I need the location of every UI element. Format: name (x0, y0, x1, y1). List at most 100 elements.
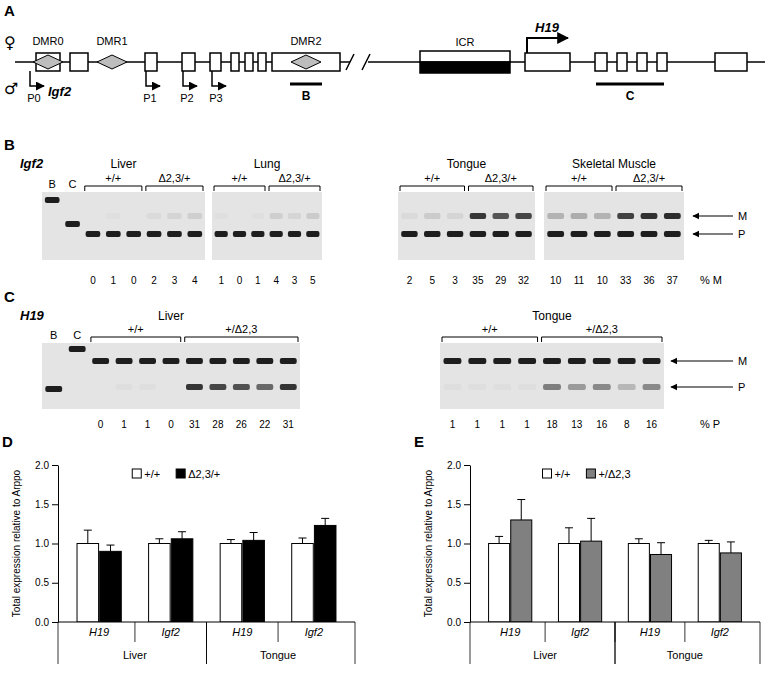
percent-label: 16 (646, 419, 658, 430)
y-tick: 0.5 (447, 577, 470, 588)
percent-label: 0 (98, 419, 104, 430)
category-separator (684, 622, 685, 642)
gel-band (401, 231, 417, 237)
gel-band (92, 384, 109, 390)
group-separator (470, 622, 471, 664)
gel-band (251, 213, 264, 219)
y-tick-label: 1.5 (35, 499, 49, 510)
gel-band (233, 231, 246, 237)
bar (581, 541, 602, 622)
bar-chart: 0.00.51.01.52.0H19Igf2H19Igf2LiverTongue… (2, 433, 355, 664)
gel-band (543, 384, 561, 390)
gel-band (186, 384, 203, 390)
percent-label: 10 (597, 275, 609, 286)
gel-band (306, 213, 319, 219)
error-bar-cap (657, 542, 665, 543)
percent-label: 35 (472, 275, 484, 286)
y-tick: 1.5 (447, 499, 470, 510)
y-axis: 0.00.51.01.52.0 (35, 460, 58, 628)
error-bar (84, 530, 92, 543)
gel-band (470, 231, 486, 237)
gel-band (594, 231, 611, 237)
error-bar (517, 500, 525, 520)
promoter-label: P2 (180, 92, 193, 104)
gel-band (543, 358, 561, 364)
gel-band (468, 358, 486, 364)
group-separator (58, 622, 59, 664)
promoter-label: P3 (209, 92, 222, 104)
y-tick-mark (52, 622, 58, 623)
error-bar-stem (591, 518, 592, 541)
group-bracket (91, 337, 181, 342)
gel-band (147, 213, 162, 219)
legend-swatch (176, 469, 185, 478)
error-bar (178, 532, 186, 539)
y-tick-label: 1.0 (35, 538, 49, 549)
panel-label: D (2, 433, 13, 450)
gel-band (92, 358, 109, 364)
control-label: C (73, 329, 81, 341)
gel-band (424, 231, 440, 237)
promoter-arrow (30, 71, 44, 86)
percent-label: 10 (550, 275, 562, 286)
gel-band (187, 231, 202, 237)
legend-label: Δ2,3/+ (188, 468, 220, 480)
legend: +/+Δ2,3/+ (132, 468, 220, 480)
dmr-diamond (33, 55, 63, 69)
error-bar (495, 536, 503, 543)
gel-band (186, 358, 203, 364)
gel-band (65, 221, 80, 227)
y-tick: 0.5 (35, 577, 58, 588)
y-tick-mark (52, 465, 58, 466)
gel-band (126, 213, 141, 219)
exon (525, 53, 570, 71)
exon (245, 53, 253, 71)
error-bar-cap (84, 530, 92, 531)
gel-band (618, 384, 636, 390)
probe-bar (596, 83, 664, 86)
gel-band (664, 231, 681, 237)
gel-band (45, 197, 60, 203)
error-bar-cap (227, 539, 235, 540)
group-label: Δ2,3/+ (633, 172, 665, 184)
gel-band (256, 358, 273, 364)
gel-band (568, 384, 586, 390)
gel-band (547, 213, 564, 219)
group-bracket (616, 186, 682, 191)
gel-band (167, 231, 182, 237)
error-bar (705, 540, 713, 543)
group-label: Δ2,3/+ (278, 172, 310, 184)
control-label: B (49, 178, 56, 190)
percent-label: 1 (145, 419, 151, 430)
y-tick: 1.0 (35, 538, 58, 549)
bar (489, 544, 510, 623)
gel-band (617, 213, 634, 219)
percent-label: 26 (236, 419, 248, 430)
category-separator (545, 622, 546, 642)
percent-label: 5 (310, 275, 316, 286)
band-label: M (738, 210, 747, 222)
tissue-label: Skeletal Muscle (572, 157, 656, 171)
group-label: +/+ (128, 323, 144, 335)
bar (243, 540, 265, 622)
gel-background (544, 192, 684, 260)
tissue-label: Lung (254, 157, 281, 171)
percent-label: 11 (574, 275, 585, 286)
plot-area (489, 500, 742, 622)
band-arrow (693, 215, 733, 216)
percent-label: 32 (518, 275, 530, 286)
exon (715, 53, 747, 71)
group-label: +/+ (424, 172, 440, 184)
percent-label: 33 (620, 275, 632, 286)
gel-band (163, 358, 180, 364)
group-bracket (185, 337, 298, 342)
gel-band (126, 231, 141, 237)
percent-label: 1 (121, 419, 127, 430)
promoter-arrow (183, 71, 197, 86)
band-label: P (738, 228, 745, 240)
y-tick: 2.0 (35, 460, 58, 471)
gel-band (306, 231, 319, 237)
legend-swatch (543, 469, 552, 478)
bar (558, 544, 579, 623)
group-separator (355, 622, 356, 664)
